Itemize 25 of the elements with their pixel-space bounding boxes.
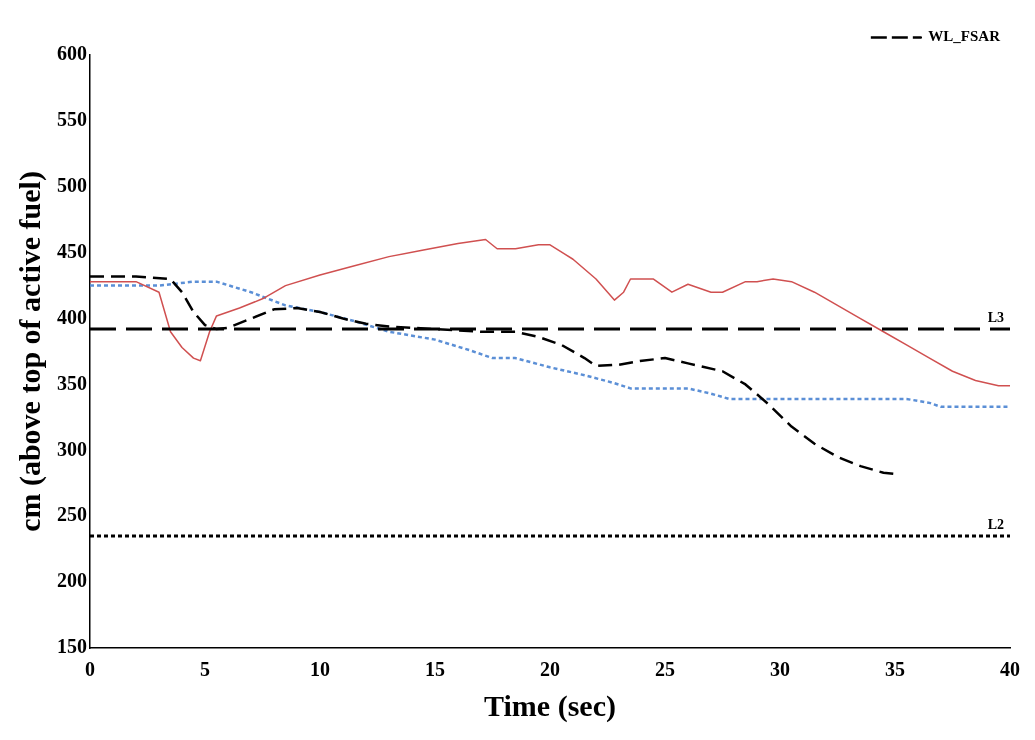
x-tick-label: 10 [310, 658, 330, 681]
line-series [90, 280, 1010, 409]
y-tick-label: 150 [57, 635, 87, 658]
ref-line-label: L2 [987, 516, 1004, 532]
x-tick-label: 0 [85, 658, 95, 681]
y-tick-label: 400 [57, 305, 87, 328]
y-axis-title: cm (above top of active fuel) [12, 171, 47, 532]
y-tick-label: 200 [57, 569, 87, 592]
y-tick-label: 350 [57, 371, 87, 394]
x-tick-label: 15 [425, 658, 445, 681]
x-tick-label: 20 [540, 658, 560, 681]
x-axis-title: Time (sec) [484, 688, 616, 723]
x-tick-label: 35 [885, 658, 905, 681]
x-tick-label: 25 [655, 658, 675, 681]
y-tick-label: 600 [57, 42, 87, 65]
y-tick-label: 550 [57, 108, 87, 131]
y-tick-label: 300 [57, 437, 87, 460]
x-tick-label: 5 [200, 658, 210, 681]
y-tick-label: 500 [57, 173, 87, 196]
legend-label: WL_FSAR [928, 28, 1001, 45]
x-tick-label: 30 [770, 658, 790, 681]
x-tick-label: 40 [1000, 658, 1020, 681]
y-tick-label: 450 [57, 239, 87, 262]
ref-line-label: L3 [987, 309, 1004, 325]
y-tick-label: 250 [57, 503, 87, 526]
